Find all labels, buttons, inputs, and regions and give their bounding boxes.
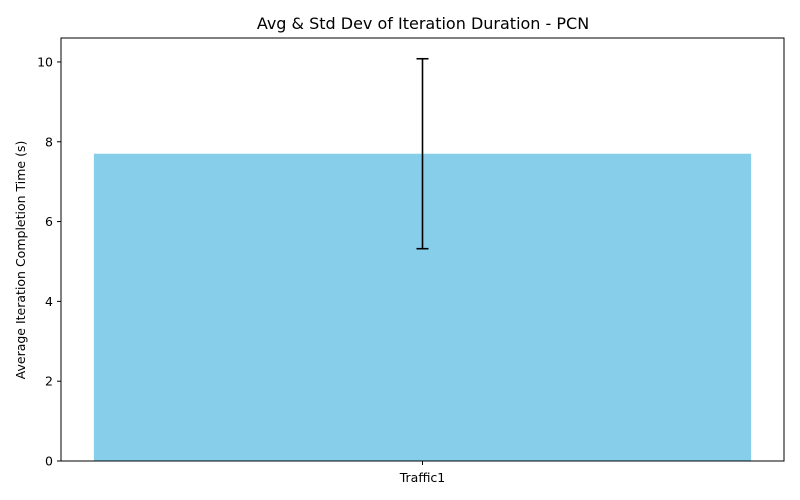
y-tick-label: 10	[37, 54, 53, 69]
y-axis: 0 2 4 6 8 10	[37, 54, 61, 469]
x-axis: Traffic1	[399, 461, 446, 485]
y-tick-label: 2	[45, 374, 53, 389]
chart-title: Avg & Std Dev of Iteration Duration - PC…	[257, 14, 589, 33]
x-tick-label: Traffic1	[399, 470, 446, 485]
y-tick-label: 4	[45, 294, 53, 309]
y-tick-label: 8	[45, 134, 53, 149]
y-tick-label: 0	[45, 454, 53, 469]
error-bars-layer	[416, 57, 429, 250]
y-axis-label: Average Iteration Completion Time (s)	[13, 141, 28, 380]
y-tick-label: 6	[45, 214, 53, 229]
